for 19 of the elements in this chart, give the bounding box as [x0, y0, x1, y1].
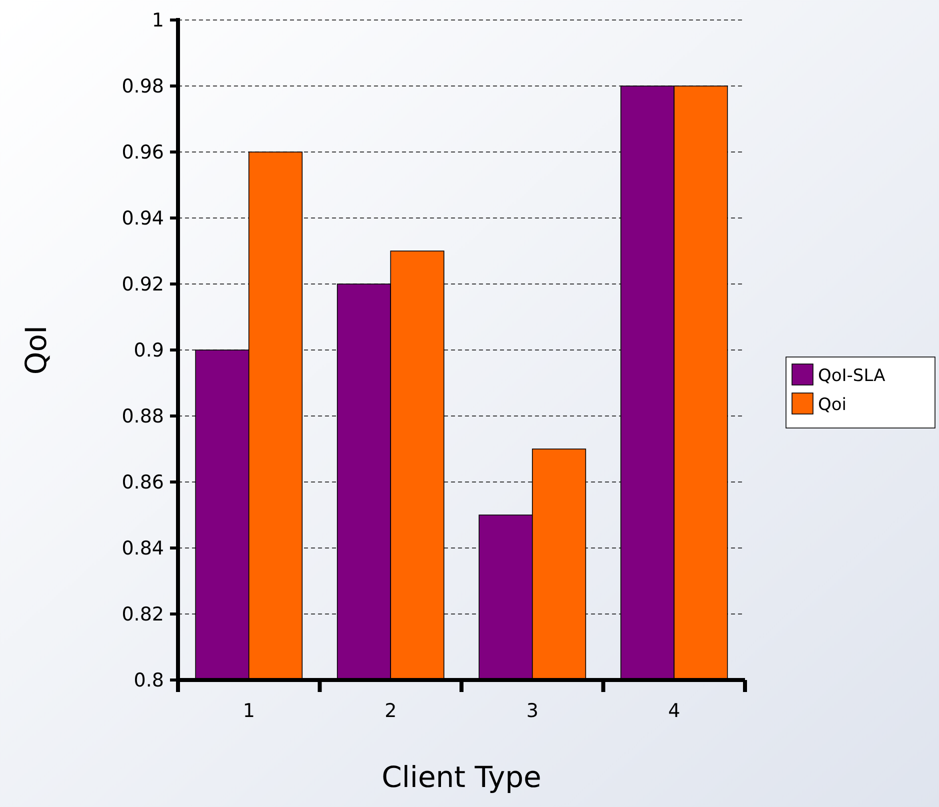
y-tick-label: 0.92	[122, 274, 164, 296]
x-axis-title: Client Type	[382, 760, 542, 794]
x-tick-label: 3	[526, 700, 538, 722]
x-tick-label: 2	[384, 700, 397, 722]
legend-label: Qoi	[818, 394, 847, 415]
y-tick-label: 0.82	[122, 604, 164, 626]
y-tick-label: 0.9	[134, 340, 164, 362]
x-tick-label: 1	[242, 700, 255, 722]
y-tick-label: 0.8	[134, 670, 164, 692]
y-tick-label: 0.98	[122, 76, 164, 98]
y-tick-label: 0.96	[122, 142, 164, 164]
y-axis-title: QoI	[19, 325, 53, 375]
y-tick-label: 0.88	[122, 406, 164, 428]
y-tick-label: 0.94	[122, 208, 164, 230]
x-tick-label: 4	[668, 700, 680, 722]
y-tick-label: 0.86	[122, 472, 164, 494]
legend-label: QoI-SLA	[818, 366, 886, 386]
y-tick-label: 0.84	[122, 538, 164, 560]
y-tick-label: 1	[152, 10, 164, 32]
